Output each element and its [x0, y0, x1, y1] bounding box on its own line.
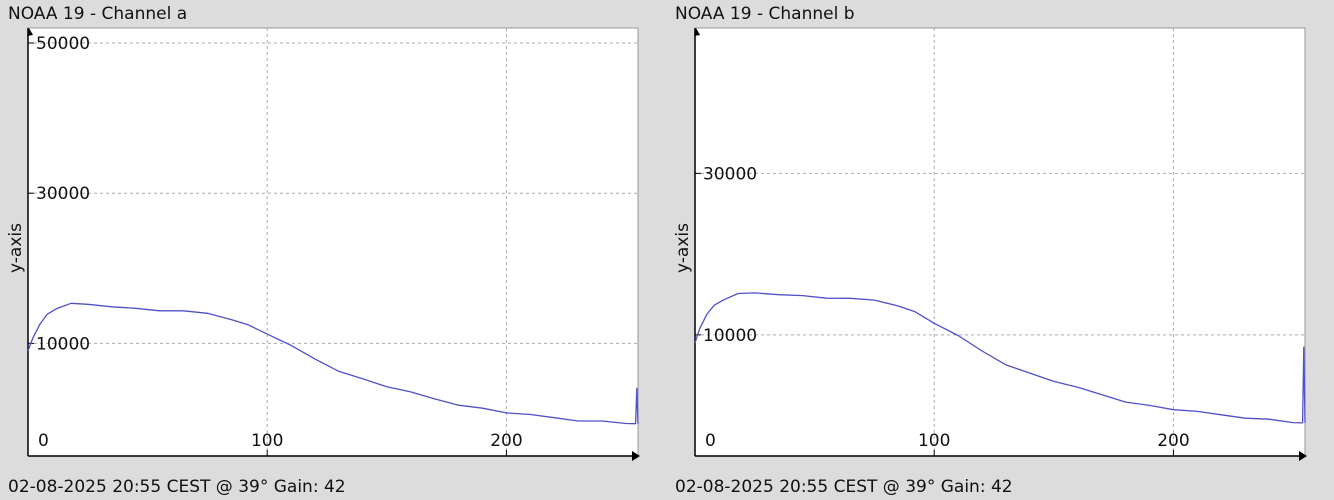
y-tick-label: 50000	[36, 34, 90, 54]
y-axis-label: y-axis	[6, 223, 26, 273]
plot-area: 10000 30000 0 100 200	[694, 27, 1307, 461]
y-tick-label: 30000	[36, 184, 90, 204]
x-tick-label: 100	[918, 431, 950, 451]
x-tick-label: 0	[38, 431, 49, 451]
y-tick-label: 30000	[703, 164, 757, 184]
series-line	[27, 302, 639, 425]
plot-background	[694, 27, 1306, 457]
chart-title: NOAA 19 - Channel b	[675, 4, 855, 24]
chart-title: NOAA 19 - Channel a	[8, 4, 188, 24]
y-axis-arrow	[27, 28, 33, 36]
x-tick-label: 200	[490, 431, 522, 451]
y-axis-label: y-axis	[673, 223, 693, 273]
plot-area: 10000 30000 50000 0 100 200	[27, 27, 640, 461]
y-tick-label: 10000	[36, 334, 90, 354]
chart-footer: 02-08-2025 20:55 CEST @ 39° Gain: 42	[675, 477, 1013, 497]
y-tick-label: 10000	[703, 326, 757, 346]
chart-panel-b: NOAA 19 - Channel b y-axis 10000 30000 0 10…	[667, 0, 1334, 500]
chart-footer: 02-08-2025 20:55 CEST @ 39° Gain: 42	[8, 477, 346, 497]
x-tick-label: 100	[251, 431, 283, 451]
x-axis-arrow	[1299, 451, 1307, 461]
x-tick-label: 0	[705, 431, 716, 451]
x-axis-arrow	[632, 451, 640, 461]
chart-panel-a: NOAA 19 - Channel a y-axis 10000 30000 500…	[6, 4, 640, 497]
plot-background	[27, 27, 639, 457]
y-axis-arrow	[694, 28, 700, 36]
x-tick-label: 200	[1157, 431, 1189, 451]
series-line	[694, 292, 1306, 424]
